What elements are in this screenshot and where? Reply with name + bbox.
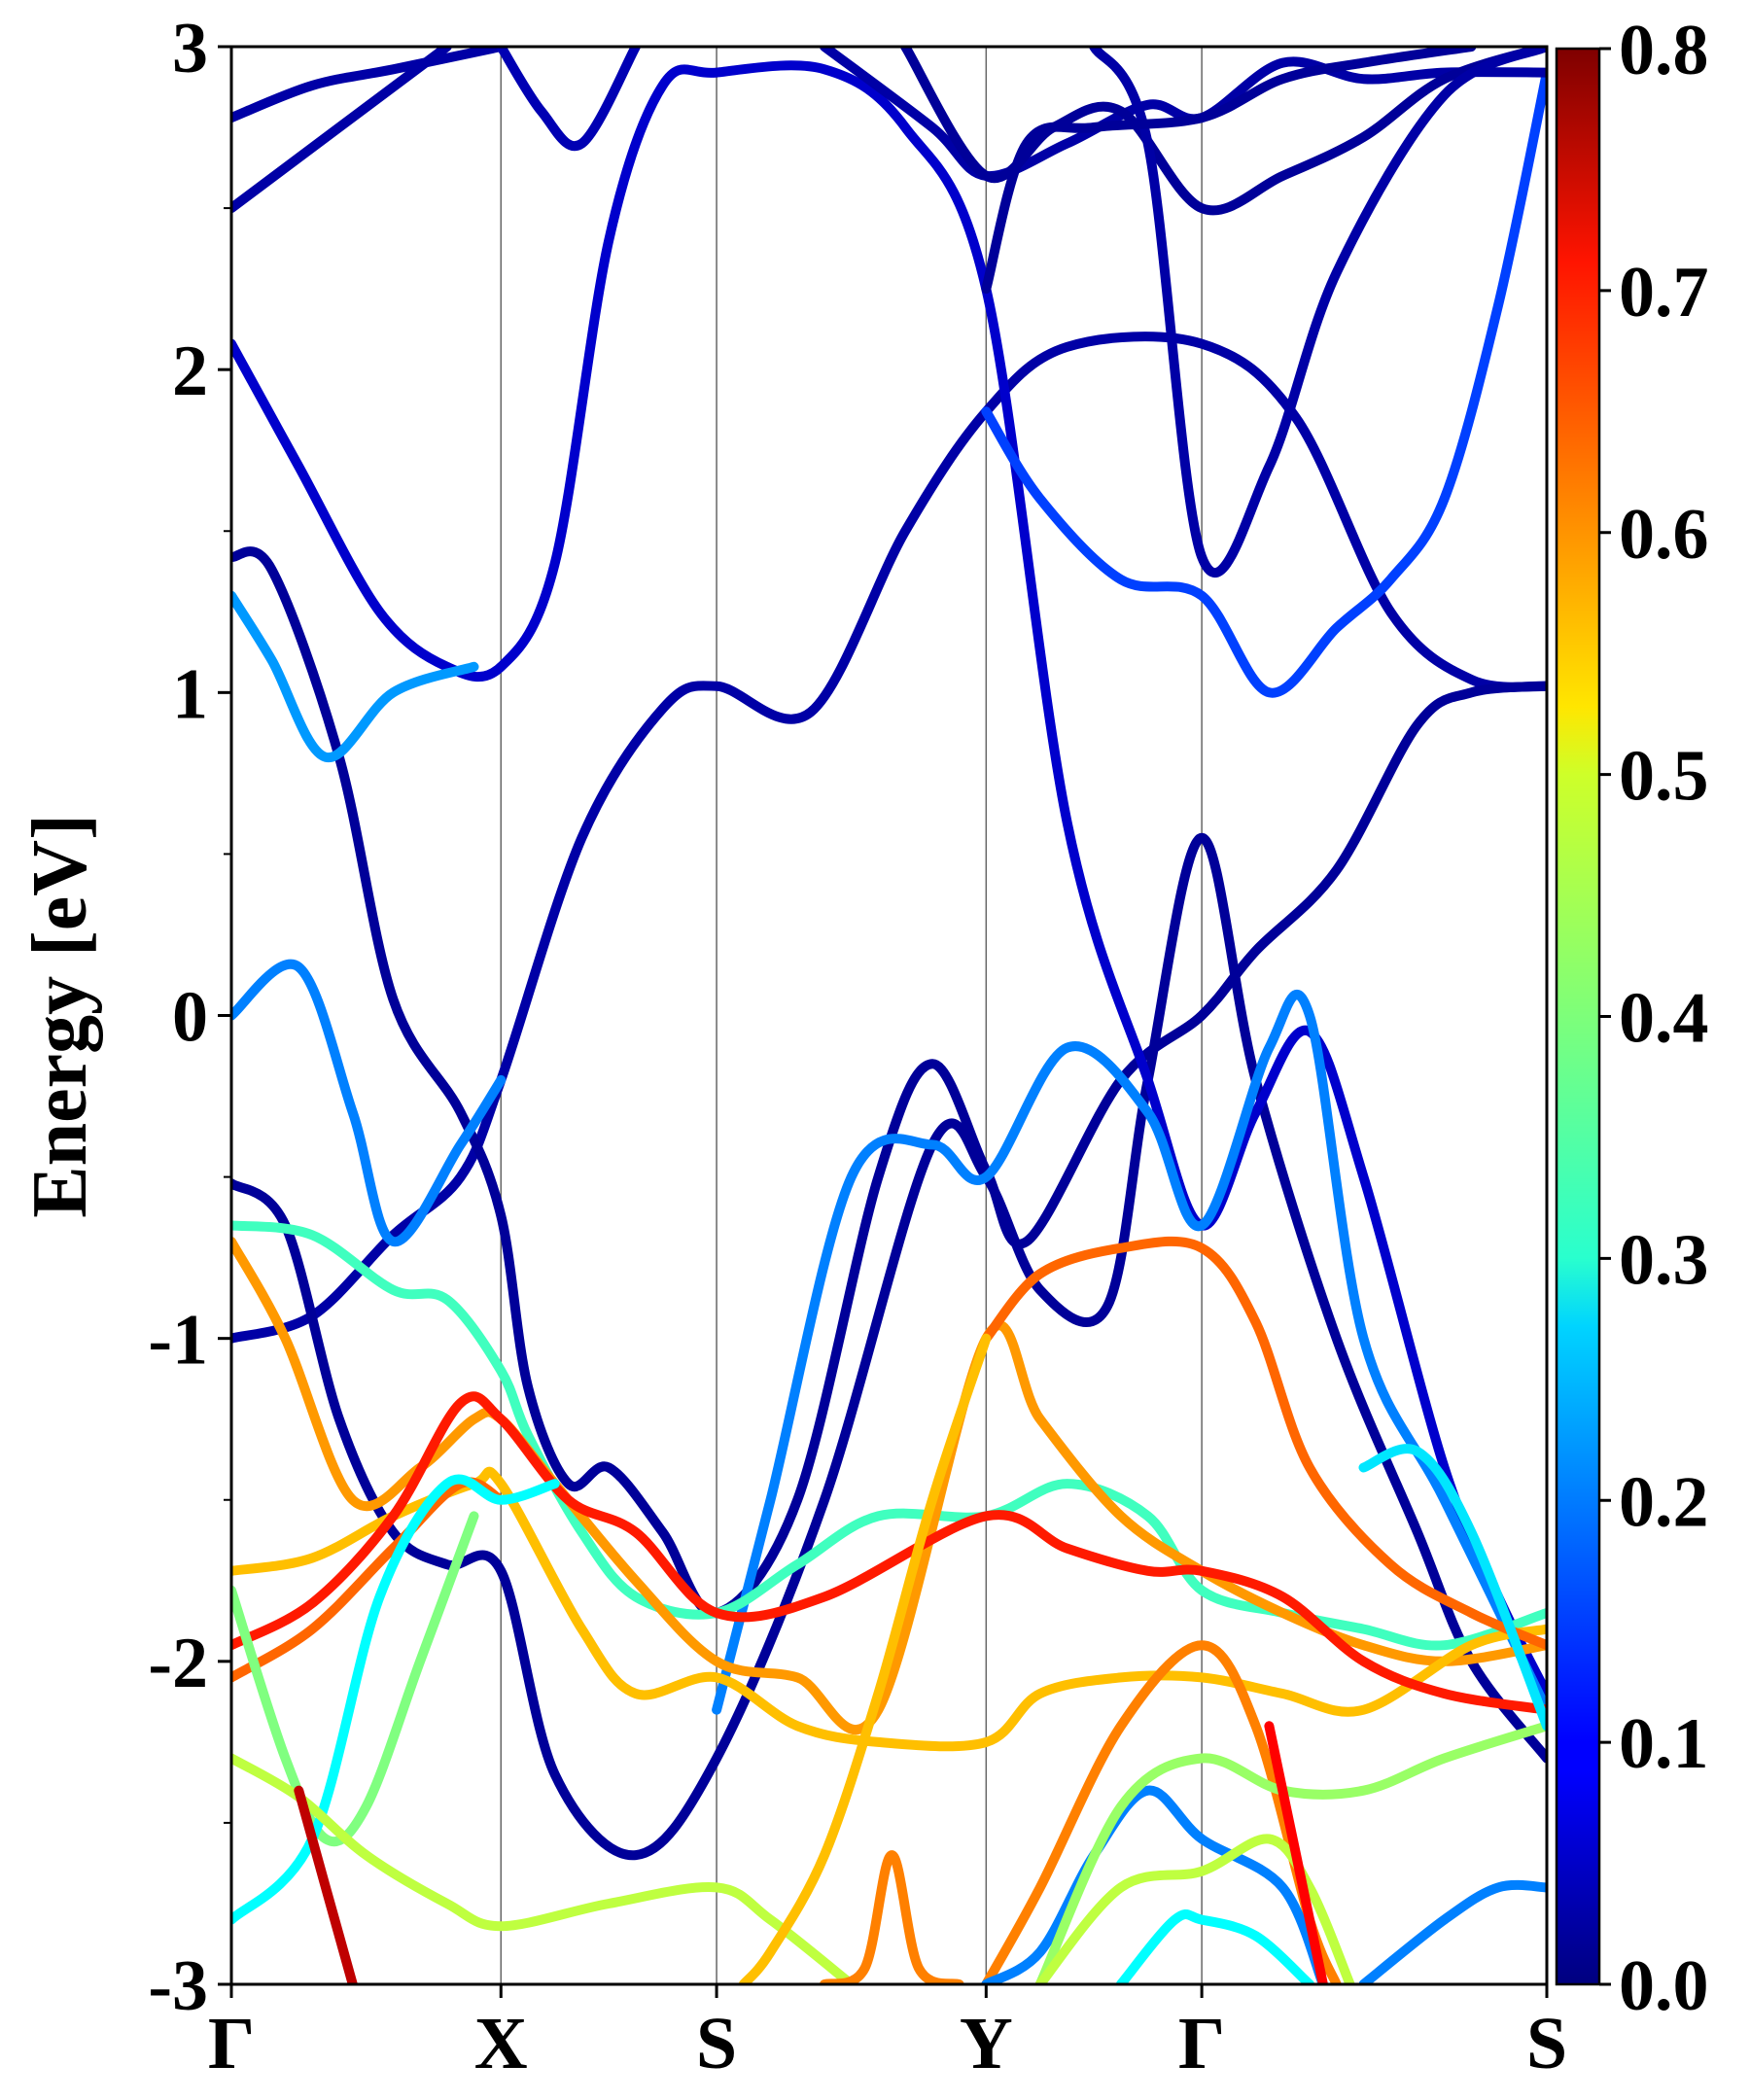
band-line xyxy=(231,1753,857,1984)
y-axis: -3 -2 -1 0 1 2 3 xyxy=(148,9,231,2026)
band-line xyxy=(820,1850,964,1984)
band-line xyxy=(231,47,452,214)
y-axis-title: Energy [eV] xyxy=(18,814,103,1217)
band-line xyxy=(231,590,479,762)
band-line xyxy=(981,1236,1547,1651)
kpoint-label: S xyxy=(1526,2003,1567,2084)
kpoint-label: Γ xyxy=(208,2003,255,2084)
colorbar-tick-label: 0.4 xyxy=(1619,979,1709,1059)
kpoint-label: Γ xyxy=(1178,2003,1225,2084)
band-line xyxy=(738,1333,992,1984)
kpoint-label: S xyxy=(696,2003,737,2084)
colorbar-tick-label: 0.5 xyxy=(1619,737,1709,817)
colorbar-axis: 0.0 0.1 0.2 0.3 0.4 0.5 0.6 0.7 0.8 xyxy=(1599,11,1709,2026)
band-line xyxy=(231,959,507,1247)
band-line xyxy=(496,47,641,151)
band-line xyxy=(1264,1721,1328,1984)
colorbar-tick-label: 0.1 xyxy=(1619,1704,1709,1784)
colorbar-tick-label: 0.2 xyxy=(1619,1462,1709,1542)
y-tick-label: -2 xyxy=(148,1624,208,1703)
band-line xyxy=(900,47,1547,216)
band-line xyxy=(231,832,1547,1861)
band-line xyxy=(712,989,1547,1715)
y-tick-label: -1 xyxy=(148,1301,208,1381)
band-line xyxy=(231,60,1547,1698)
band-line xyxy=(231,1511,479,1847)
band-line xyxy=(231,47,507,123)
y-tick-label: -3 xyxy=(148,1946,208,2026)
band-line xyxy=(1089,47,1547,578)
kpoint-label: Y xyxy=(960,2003,1013,2084)
y-tick-label: 0 xyxy=(172,978,208,1058)
band-line xyxy=(231,546,1547,1619)
band-line xyxy=(231,332,1547,1344)
band-line xyxy=(231,1391,1547,1715)
colorbar-tick-label: 0.7 xyxy=(1619,253,1709,332)
colorbar xyxy=(1555,47,1601,1986)
band-line xyxy=(294,1785,358,1984)
band-line xyxy=(820,47,1547,181)
band-line xyxy=(231,1474,560,1925)
band-line xyxy=(1034,1834,1355,1984)
kpoint-label: X xyxy=(474,2003,528,2084)
colorbar-tick-label: 0.8 xyxy=(1619,11,1709,90)
band-line xyxy=(1034,1721,1547,1984)
band-line xyxy=(981,47,1477,295)
y-tick-label: 1 xyxy=(172,654,208,734)
band-line xyxy=(1115,1909,1314,1984)
y-tick-label: 3 xyxy=(172,9,208,88)
colorbar-tick-label: 0.0 xyxy=(1619,1946,1709,2026)
band-lines xyxy=(231,47,1547,1984)
band-line xyxy=(1358,1444,1547,1732)
band-line xyxy=(1358,1879,1547,1984)
y-tick-label: 2 xyxy=(172,332,208,411)
colorbar-tick-label: 0.3 xyxy=(1619,1220,1709,1300)
colorbar-tick-label: 0.6 xyxy=(1619,495,1709,575)
band-line xyxy=(981,1785,1328,1984)
band-line xyxy=(981,67,1547,698)
